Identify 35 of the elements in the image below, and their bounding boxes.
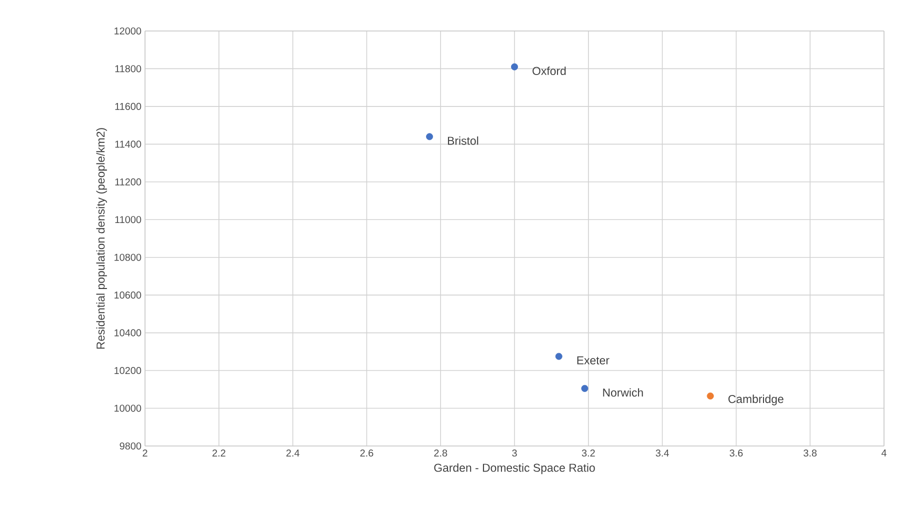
x-tick-label: 3 bbox=[512, 450, 517, 457]
y-axis-title: Residential population density (people/km2) bbox=[96, 128, 107, 349]
point bbox=[706, 392, 714, 400]
annotation: Oxford bbox=[532, 66, 566, 76]
annotation: Exeter bbox=[577, 356, 610, 364]
annotation: Norwich bbox=[603, 388, 643, 397]
x-tick-label: 2.6 bbox=[360, 450, 374, 457]
x-tick-label: 2.8 bbox=[434, 450, 448, 457]
y-tick-label: 12000 bbox=[114, 27, 142, 35]
y-tick-label: 10600 bbox=[114, 292, 142, 299]
x-tick-label: 3.4 bbox=[656, 450, 669, 457]
y-tick-label: 10000 bbox=[114, 404, 142, 412]
y-tick-label: 9800 bbox=[120, 442, 142, 450]
y-tick-label: 11600 bbox=[115, 102, 142, 110]
x-tick-label: 4 bbox=[881, 450, 886, 456]
y-tick-label: 11800 bbox=[115, 65, 142, 72]
x-tick-label: 2.2 bbox=[212, 450, 226, 456]
annotation: Bristol bbox=[448, 136, 478, 145]
point bbox=[581, 384, 588, 392]
y-tick-label: 10400 bbox=[114, 329, 142, 336]
point bbox=[426, 133, 434, 140]
y-tick-label: 10800 bbox=[114, 254, 142, 261]
annotation: Cambridge bbox=[728, 394, 784, 406]
x-tick-label: 2 bbox=[142, 450, 148, 456]
y-tick-label: 11400 bbox=[115, 140, 142, 148]
y-tick-label: 11200 bbox=[115, 178, 142, 186]
x-tick-label: 3.6 bbox=[730, 450, 743, 457]
x-axis-title: Garden - Domestic Space Ratio bbox=[434, 463, 595, 474]
x-tick-label: 2.4 bbox=[286, 450, 300, 456]
y-tick-label: 11000 bbox=[115, 216, 142, 224]
x-tick-label: 3.2 bbox=[582, 450, 595, 457]
point bbox=[511, 63, 518, 70]
y-tick-label: 10200 bbox=[114, 367, 142, 374]
point bbox=[555, 352, 562, 360]
x-tick-label: 3.8 bbox=[804, 450, 817, 457]
